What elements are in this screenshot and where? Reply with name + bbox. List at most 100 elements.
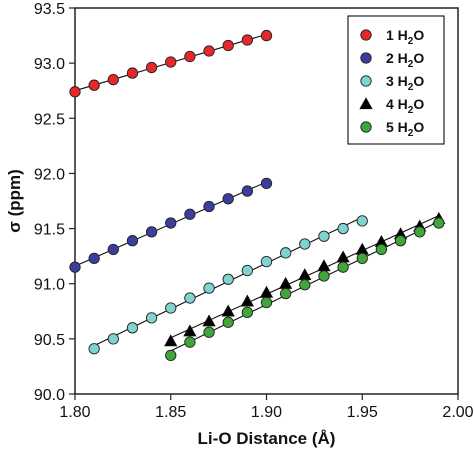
legend-marker-2 <box>360 52 372 64</box>
series-3-point <box>260 256 273 268</box>
series-5-point <box>337 261 349 273</box>
legend-label-main: 1 H <box>386 27 408 43</box>
y-tick-label: 92.5 <box>34 111 65 128</box>
legend-marker-5 <box>360 121 372 133</box>
series-2-point <box>203 200 215 213</box>
legend-marker-3 <box>360 75 372 87</box>
series-2-point <box>241 185 254 197</box>
y-tick-label: 93.5 <box>34 1 65 18</box>
legend-label-tail: O <box>413 73 424 89</box>
legend-label-subscript: 2 <box>408 105 414 116</box>
series-5-point <box>414 226 426 238</box>
series-2-point <box>184 208 196 220</box>
legend-label-subscript: 2 <box>408 36 414 47</box>
y-tick-label: 90.5 <box>34 332 65 349</box>
series-1-point <box>241 34 254 46</box>
series-3-point <box>337 222 349 235</box>
series-2-point <box>222 193 234 205</box>
series-5-point <box>299 279 311 291</box>
legend-label-tail: O <box>413 50 424 66</box>
legend-label-main: 3 H <box>386 73 408 89</box>
x-tick-label: 2.00 <box>442 404 473 421</box>
legend-label-tail: O <box>413 27 424 43</box>
series-3-point <box>241 264 254 277</box>
series-4-point <box>183 324 197 337</box>
x-tick-label: 1.90 <box>251 404 282 421</box>
series-3-point <box>222 273 234 285</box>
series-4-point <box>164 334 178 347</box>
x-tick-label: 1.85 <box>155 404 186 421</box>
y-tick-label: 91.5 <box>34 222 65 239</box>
series-3-point <box>203 282 215 294</box>
series-2-point <box>145 226 158 238</box>
y-tick-label: 92.0 <box>34 166 65 183</box>
series-3-point <box>279 247 292 259</box>
x-axis: 1.80 1.85 1.90 1.95 2.00 <box>59 394 474 421</box>
series-1-point <box>222 39 234 52</box>
legend-label-main: 4 H <box>386 96 408 112</box>
legend-label-4: 4 H2O <box>386 96 424 116</box>
series-5-point <box>222 316 234 328</box>
series-2-point <box>126 235 139 247</box>
series-2-point <box>69 261 81 273</box>
series-1-point <box>184 50 196 63</box>
series-2-point <box>88 252 100 264</box>
series-4-point <box>202 314 216 327</box>
data-markers <box>69 29 446 362</box>
series-3-point <box>184 292 196 304</box>
x-tick-label: 1.95 <box>347 404 378 421</box>
series-5-point <box>184 336 196 348</box>
x-axis-title: Li-O Distance (Å) <box>198 429 336 448</box>
y-tick-label: 91.0 <box>34 277 65 294</box>
y-tick-label: 90.0 <box>34 387 65 404</box>
series-5-point <box>394 235 407 247</box>
series-1-point <box>107 74 119 86</box>
series-3-point <box>126 322 139 334</box>
series-5-point <box>241 306 254 319</box>
series-1-point <box>145 61 158 74</box>
series-3-point <box>299 238 311 250</box>
series-4-point <box>317 259 331 272</box>
series-5-point <box>318 270 330 282</box>
series-1-point <box>126 67 139 79</box>
legend-label-subscript: 2 <box>408 128 414 139</box>
legend-marker-4 <box>359 97 373 110</box>
legend-label-subscript: 2 <box>408 82 414 93</box>
x-tick-label: 1.80 <box>59 404 90 421</box>
legend-label-subscript: 2 <box>408 59 414 70</box>
series-5-point <box>165 349 177 362</box>
series-3-point <box>145 312 158 324</box>
series-4-point <box>221 304 235 317</box>
series-5-point <box>279 287 292 300</box>
series-1-point <box>88 79 100 91</box>
legend-label-5: 5 H2O <box>386 119 424 139</box>
series-5-point <box>356 252 368 264</box>
series-3-point <box>318 230 330 242</box>
y-axis: 90.0 90.5 91.0 91.5 92.0 92.5 93.0 93.5 <box>34 1 75 404</box>
series-2-point <box>260 177 273 190</box>
y-axis-title: σ (ppm) <box>5 169 24 233</box>
series-1-point <box>203 45 215 57</box>
legend-label-2: 2 H2O <box>386 50 424 70</box>
legend-label-3: 3 H2O <box>386 73 424 93</box>
legend-label-main: 2 H <box>386 50 408 66</box>
legend-label-tail: O <box>413 96 424 112</box>
series-1-point <box>260 29 273 42</box>
legend-label-main: 5 H <box>386 119 408 135</box>
y-tick-label: 93.0 <box>34 56 65 73</box>
series-1-point <box>69 86 81 98</box>
series-4-point <box>336 250 350 263</box>
series-5-point <box>433 217 445 229</box>
series-2-point <box>107 243 119 256</box>
legend-label-tail: O <box>413 119 424 135</box>
series-5-point <box>203 326 215 338</box>
series-3-point <box>107 333 119 345</box>
legend-label-1: 1 H2O <box>386 27 424 47</box>
series-3-point <box>165 302 177 314</box>
series-3-point <box>356 215 368 227</box>
series-2-point <box>165 217 177 229</box>
series-5-point <box>260 296 273 309</box>
series-3-point <box>88 343 100 355</box>
